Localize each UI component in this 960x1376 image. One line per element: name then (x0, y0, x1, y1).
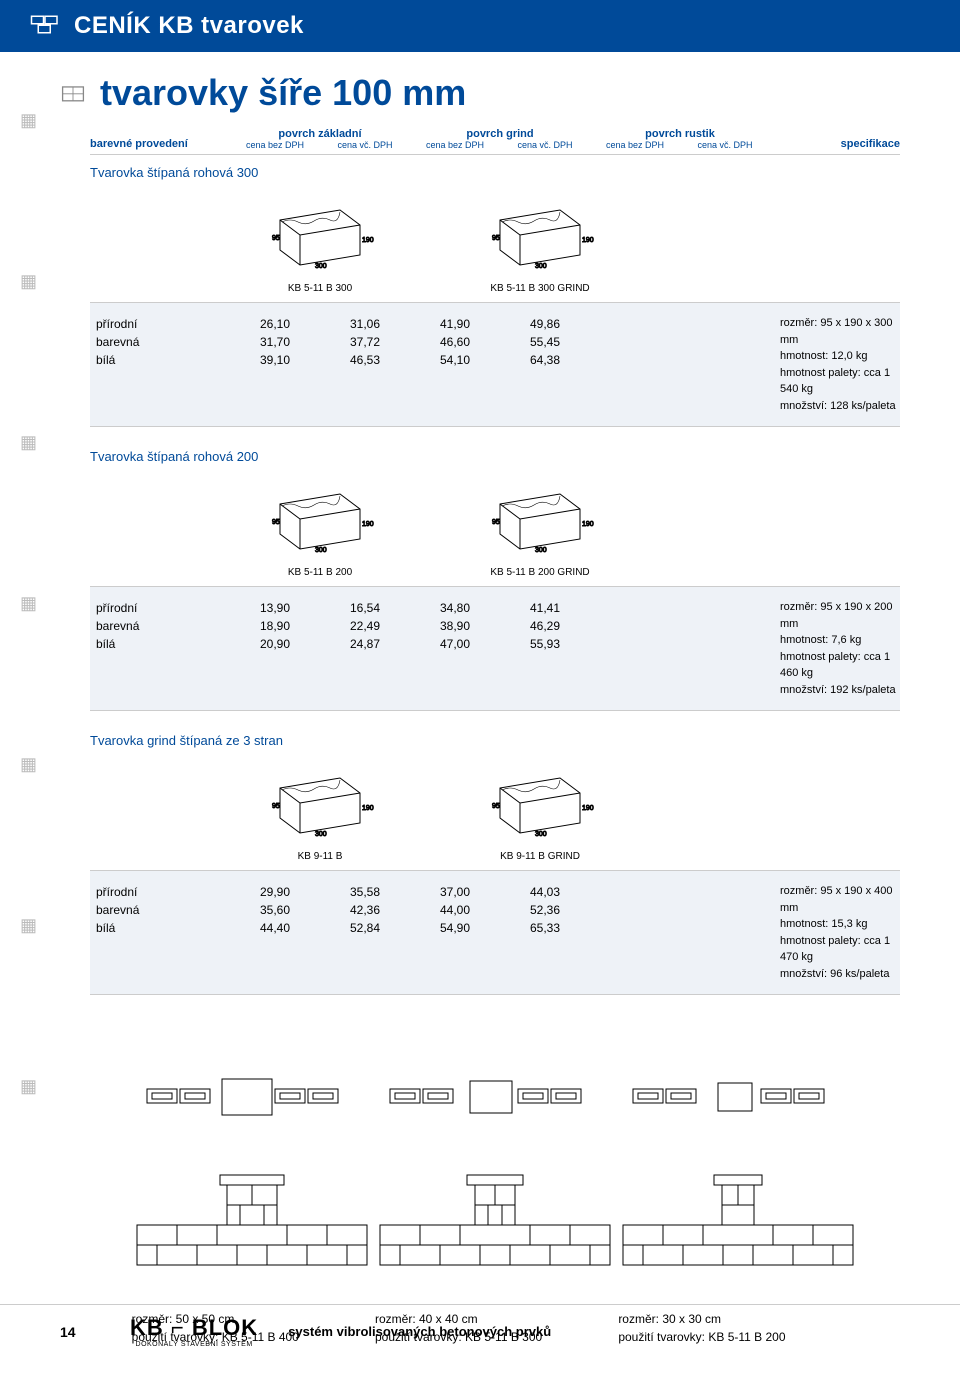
footer-tagline: systém vibrolisovaných betonových prvků (288, 1324, 551, 1339)
block-icon (60, 80, 86, 106)
price-cell: 13,9018,9020,90 (230, 599, 320, 698)
svg-text:300: 300 (315, 831, 327, 838)
section-title: Tvarovka štípaná rohová 200 (90, 439, 900, 468)
block-drawing: 300 95 190 (480, 190, 600, 270)
svg-text:95: 95 (492, 803, 500, 810)
col-spec: specifikace (770, 138, 900, 150)
svg-text:95: 95 (492, 235, 500, 242)
svg-text:300: 300 (535, 831, 547, 838)
price-cell: 49,8655,4564,38 (500, 315, 590, 414)
svg-text:190: 190 (362, 521, 374, 528)
block-drawing: 300 95 190 (260, 758, 380, 838)
svg-text:190: 190 (362, 805, 374, 812)
svg-text:95: 95 (492, 519, 500, 526)
price-cell: 41,4146,2955,93 (500, 599, 590, 698)
section-title: Tvarovka štípaná rohová 300 (90, 155, 900, 184)
variant-names: přírodníbarevnábílá (90, 883, 230, 982)
svg-text:300: 300 (535, 263, 547, 270)
block-drawing: 300 95 190 (480, 758, 600, 838)
price-cell: 37,0044,0054,90 (410, 883, 500, 982)
price-cell: 34,8038,9047,00 (410, 599, 500, 698)
topview-diagram (142, 1067, 362, 1127)
price-cell: 31,0637,7246,53 (320, 315, 410, 414)
col-basic: povrch základní cena bez DPH cena vč. DP… (230, 128, 410, 150)
page-title: CENÍK KB tvarovek (74, 12, 304, 40)
svg-text:95: 95 (272, 519, 280, 526)
product-images: 300 95 190 300 95 190 (90, 752, 900, 849)
side-icon-strip: ▦ ▦ ▦ ▦ ▦ ▦ ▦ (20, 110, 50, 1097)
svg-text:190: 190 (582, 237, 594, 244)
product-code: KB 9-11 B GRIND (450, 851, 630, 862)
spec-cell: rozměr: 95 x 190 x 300 mmhmotnost: 12,0 … (770, 315, 900, 414)
side-icon: ▦ (20, 915, 50, 936)
product-labels: KB 5-11 B 200 KB 5-11 B 200 GRIND (90, 565, 900, 586)
col-variant: barevné provedení (90, 138, 230, 150)
topview-diagram (628, 1067, 848, 1127)
sub-title: tvarovky šíře 100 mm (100, 72, 466, 114)
product-code: KB 5-11 B 300 (230, 283, 410, 294)
side-icon: ▦ (20, 110, 50, 131)
price-cell: 44,0352,3665,33 (500, 883, 590, 982)
price-cell: 26,1031,7039,10 (230, 315, 320, 414)
svg-text:190: 190 (362, 237, 374, 244)
product-labels: KB 9-11 B KB 9-11 B GRIND (90, 849, 900, 870)
col-rustik: povrch rustik cena bez DPH cena vč. DPH (590, 128, 770, 150)
page-number: 14 (60, 1324, 100, 1340)
price-row: přírodníbarevnábílá 29,9035,6044,40 35,5… (90, 870, 900, 995)
side-icon: ▦ (20, 593, 50, 614)
product-code: KB 5-11 B 300 GRIND (450, 283, 630, 294)
price-cell: 16,5422,4924,87 (320, 599, 410, 698)
spec-cell: rozměr: 95 x 190 x 400 mmhmotnost: 15,3 … (770, 883, 900, 982)
price-cell: 29,9035,6044,40 (230, 883, 320, 982)
section-title: Tvarovka grind štípaná ze 3 stran (90, 723, 900, 752)
svg-text:95: 95 (272, 803, 280, 810)
product-code: KB 9-11 B (230, 851, 410, 862)
price-row: přírodníbarevnábílá 13,9018,9020,90 16,5… (90, 586, 900, 711)
block-drawing: 300 95 190 (260, 190, 380, 270)
variant-names: přírodníbarevnábílá (90, 599, 230, 698)
side-icon: ▦ (20, 432, 50, 453)
price-cell: 35,5842,3652,84 (320, 883, 410, 982)
svg-text:300: 300 (315, 547, 327, 554)
page-footer: 14 KB ⌐ BLOK DOKONALÝ STAVEBNÍ SYSTÉM sy… (0, 1304, 960, 1358)
product-code: KB 5-11 B 200 GRIND (450, 567, 630, 578)
page-header: CENÍK KB tvarovek (0, 0, 960, 52)
side-icon: ▦ (20, 1076, 50, 1097)
bricks-icon (30, 14, 60, 38)
side-icon: ▦ (20, 271, 50, 292)
product-images: 300 95 190 300 95 190 (90, 468, 900, 565)
svg-text:95: 95 (272, 235, 280, 242)
spec-cell: rozměr: 95 x 190 x 200 mmhmotnost: 7,6 k… (770, 599, 900, 698)
svg-text:190: 190 (582, 521, 594, 528)
price-row: přírodníbarevnábílá 26,1031,7039,10 31,0… (90, 302, 900, 427)
product-labels: KB 5-11 B 300 KB 5-11 B 300 GRIND (90, 281, 900, 302)
price-table-header: barevné provedení povrch základní cena b… (90, 124, 900, 155)
topview-diagram (385, 1067, 605, 1127)
svg-text:300: 300 (315, 263, 327, 270)
block-drawing: 300 95 190 (260, 474, 380, 554)
product-images: 300 95 190 300 95 190 (90, 184, 900, 281)
product-code: KB 5-11 B 200 (230, 567, 410, 578)
col-grind: povrch grind cena bez DPH cena vč. DPH (410, 128, 590, 150)
brand-logo: KB ⌐ BLOK DOKONALÝ STAVEBNÍ SYSTÉM (130, 1315, 258, 1348)
sub-header: tvarovky šíře 100 mm (0, 52, 960, 124)
price-cell: 41,9046,6054,10 (410, 315, 500, 414)
svg-text:190: 190 (582, 805, 594, 812)
topview-diagrams (90, 1007, 900, 1147)
variant-names: přírodníbarevnábílá (90, 315, 230, 414)
svg-text:300: 300 (535, 547, 547, 554)
block-drawing: 300 95 190 (480, 474, 600, 554)
side-icon: ▦ (20, 754, 50, 775)
